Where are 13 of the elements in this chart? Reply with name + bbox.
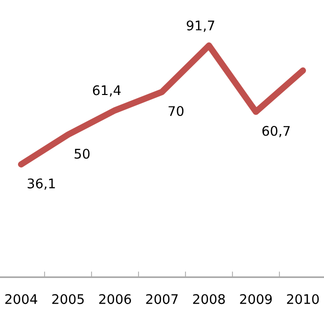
data-label: 91,7 (186, 20, 214, 32)
data-label: 36,1 (28, 178, 55, 190)
x-tick-label: 2004 (5, 294, 38, 304)
x-tick-label: 2005 (52, 294, 84, 304)
data-label: 61,4 (92, 85, 121, 97)
data-label: 50 (74, 148, 90, 159)
data-label: 70 (168, 106, 184, 116)
x-tick-label: 2007 (146, 294, 178, 304)
data-label: 60,7 (262, 126, 290, 138)
x-tick-label: 2008 (193, 294, 225, 304)
x-tick-label: 2010 (287, 294, 319, 304)
x-tick-label: 2006 (99, 294, 131, 304)
x-tick-label: 2009 (240, 294, 272, 304)
